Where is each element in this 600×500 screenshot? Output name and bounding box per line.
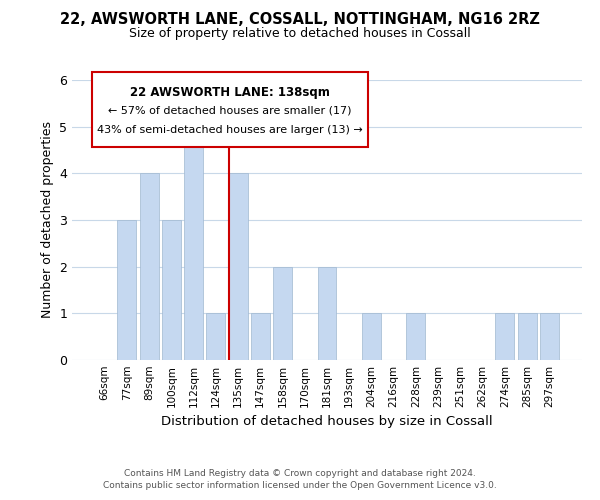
Bar	[118, 220, 136, 360]
Bar	[184, 126, 203, 360]
Bar	[251, 314, 270, 360]
Text: Size of property relative to detached houses in Cossall: Size of property relative to detached ho…	[129, 28, 471, 40]
Text: Contains HM Land Registry data © Crown copyright and database right 2024.: Contains HM Land Registry data © Crown c…	[124, 468, 476, 477]
Bar	[206, 314, 225, 360]
FancyBboxPatch shape	[92, 72, 368, 147]
Bar	[496, 314, 514, 360]
Bar	[362, 314, 381, 360]
Text: Contains public sector information licensed under the Open Government Licence v3: Contains public sector information licen…	[103, 481, 497, 490]
Text: 43% of semi-detached houses are larger (13) →: 43% of semi-detached houses are larger (…	[97, 125, 363, 135]
Bar	[162, 220, 181, 360]
X-axis label: Distribution of detached houses by size in Cossall: Distribution of detached houses by size …	[161, 416, 493, 428]
Bar	[229, 174, 248, 360]
Text: 22, AWSWORTH LANE, COSSALL, NOTTINGHAM, NG16 2RZ: 22, AWSWORTH LANE, COSSALL, NOTTINGHAM, …	[60, 12, 540, 28]
Bar	[273, 266, 292, 360]
Y-axis label: Number of detached properties: Number of detached properties	[41, 122, 53, 318]
Text: ← 57% of detached houses are smaller (17): ← 57% of detached houses are smaller (17…	[109, 105, 352, 115]
Bar	[540, 314, 559, 360]
Bar	[140, 174, 158, 360]
Bar	[518, 314, 536, 360]
Bar	[317, 266, 337, 360]
Bar	[406, 314, 425, 360]
Text: 22 AWSWORTH LANE: 138sqm: 22 AWSWORTH LANE: 138sqm	[130, 86, 330, 98]
